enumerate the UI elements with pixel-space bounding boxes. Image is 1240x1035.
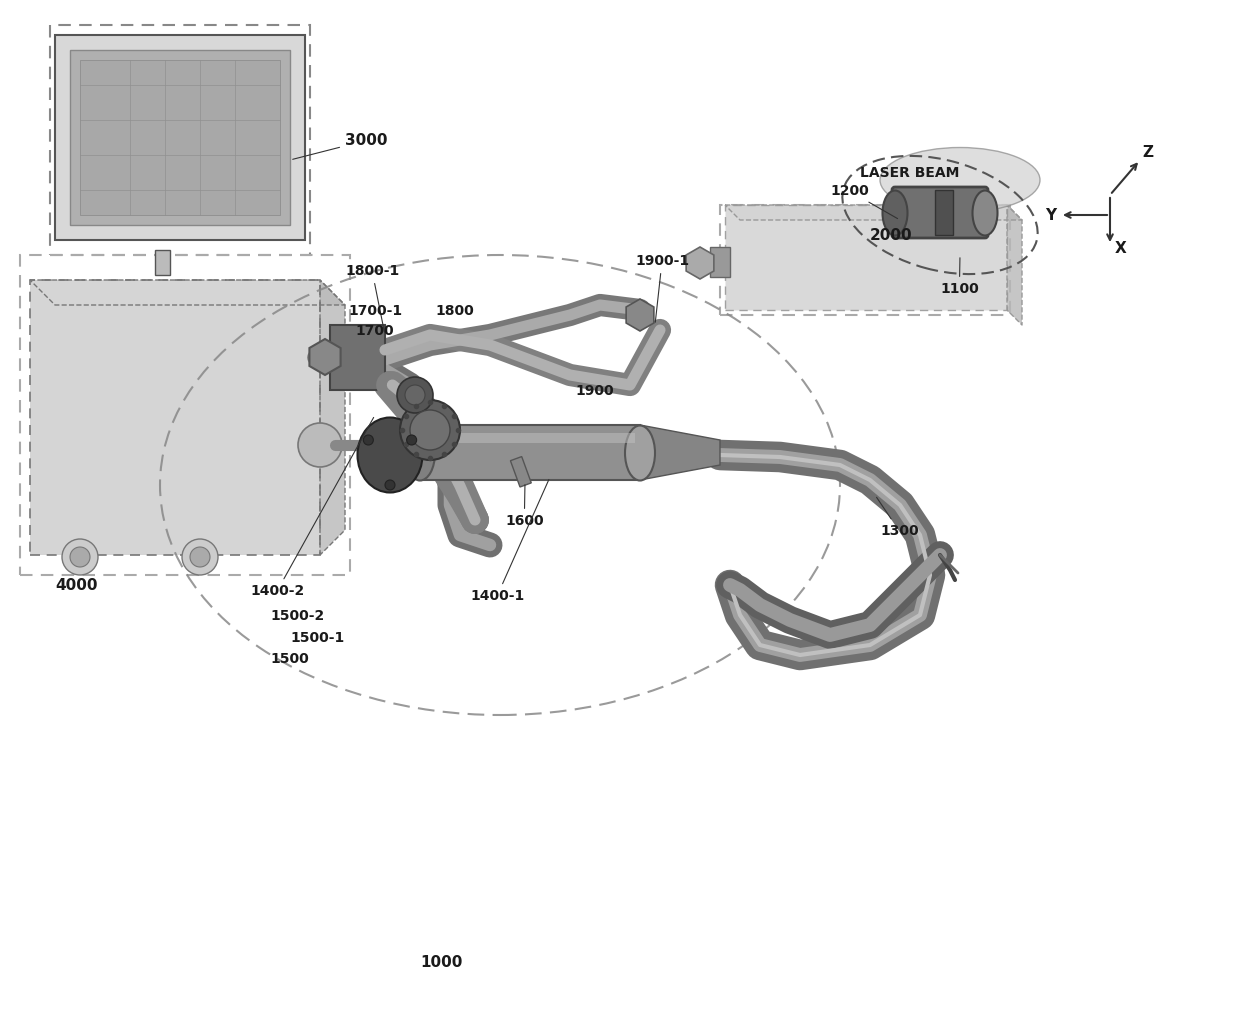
Text: X: X xyxy=(1115,241,1127,256)
Ellipse shape xyxy=(880,148,1040,212)
Bar xyxy=(420,425,640,480)
Text: 1800-1: 1800-1 xyxy=(345,264,399,332)
Text: 1200: 1200 xyxy=(830,184,898,218)
Bar xyxy=(30,280,320,555)
Circle shape xyxy=(384,480,396,490)
Ellipse shape xyxy=(357,417,423,493)
Bar xyxy=(511,456,531,487)
Circle shape xyxy=(190,548,210,567)
Bar xyxy=(425,433,635,443)
Bar xyxy=(720,205,1011,315)
Bar xyxy=(330,325,384,390)
Polygon shape xyxy=(640,425,720,480)
Circle shape xyxy=(62,539,98,575)
Bar xyxy=(50,25,310,255)
Text: Z: Z xyxy=(1142,145,1153,160)
FancyBboxPatch shape xyxy=(892,187,988,238)
Bar xyxy=(935,190,954,235)
Text: 1900: 1900 xyxy=(575,384,614,398)
Bar xyxy=(20,255,350,575)
Bar xyxy=(155,250,170,275)
Polygon shape xyxy=(30,280,345,305)
Text: 3000: 3000 xyxy=(293,134,387,159)
Text: 1000: 1000 xyxy=(420,955,463,970)
Polygon shape xyxy=(320,280,345,555)
Ellipse shape xyxy=(625,425,655,480)
Text: 1800: 1800 xyxy=(435,304,474,318)
Ellipse shape xyxy=(883,190,908,236)
Circle shape xyxy=(298,423,342,467)
Text: 1700-1: 1700-1 xyxy=(348,304,402,318)
Circle shape xyxy=(405,385,425,405)
Ellipse shape xyxy=(405,425,435,480)
Text: 2000: 2000 xyxy=(870,228,913,243)
Bar xyxy=(725,205,1007,310)
Bar xyxy=(81,60,280,215)
Circle shape xyxy=(407,435,417,445)
Text: 1700: 1700 xyxy=(355,324,393,338)
Text: Y: Y xyxy=(1045,208,1056,223)
Text: 1300: 1300 xyxy=(877,497,919,538)
Circle shape xyxy=(69,548,91,567)
Bar xyxy=(711,247,730,277)
Text: 1500: 1500 xyxy=(270,652,309,666)
Text: 1400-2: 1400-2 xyxy=(250,417,373,598)
Text: 1100: 1100 xyxy=(940,258,978,296)
Text: 4000: 4000 xyxy=(55,578,98,593)
Circle shape xyxy=(401,400,460,460)
Polygon shape xyxy=(1007,205,1022,325)
Text: 1600: 1600 xyxy=(505,484,543,528)
Circle shape xyxy=(397,377,433,413)
Bar xyxy=(69,50,290,225)
Text: LASER BEAM: LASER BEAM xyxy=(861,166,960,180)
Text: 1900-1: 1900-1 xyxy=(635,254,689,322)
Text: 1500-1: 1500-1 xyxy=(290,631,345,645)
Circle shape xyxy=(363,435,373,445)
Polygon shape xyxy=(725,205,1022,220)
Text: 1500-2: 1500-2 xyxy=(270,609,324,623)
Text: 1400-1: 1400-1 xyxy=(470,479,549,603)
Bar xyxy=(55,35,305,240)
Ellipse shape xyxy=(972,190,997,236)
Circle shape xyxy=(410,410,450,450)
Circle shape xyxy=(182,539,218,575)
